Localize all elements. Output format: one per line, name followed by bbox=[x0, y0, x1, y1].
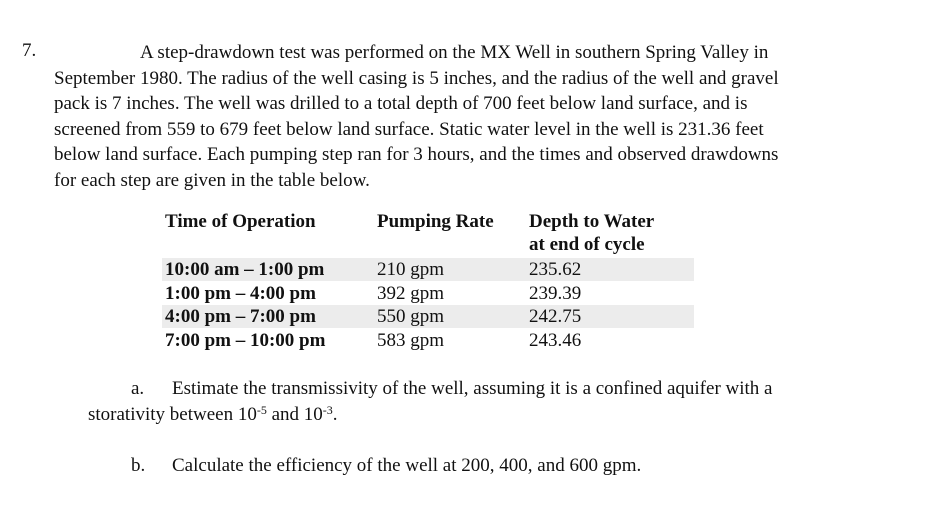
part-a-text-post: . bbox=[332, 404, 338, 425]
table-row: 7:00 pm – 10:00 pm 583 gpm 243.46 bbox=[0, 329, 936, 353]
header-pumping-rate: Pumping Rate bbox=[377, 211, 494, 232]
question-number: 7. bbox=[22, 40, 37, 61]
cell-depth: 235.62 bbox=[529, 259, 582, 280]
cell-time: 4:00 pm – 7:00 pm bbox=[165, 306, 316, 327]
cell-rate: 550 gpm bbox=[377, 306, 445, 327]
part-a-text: Estimate the transmissivity of the well,… bbox=[172, 378, 773, 399]
header-time-of-operation: Time of Operation bbox=[165, 211, 316, 232]
part-b-label: b. bbox=[131, 455, 146, 476]
cell-time: 7:00 pm – 10:00 pm bbox=[165, 329, 326, 351]
cell-rate: 392 gpm bbox=[377, 282, 445, 304]
part-b-text: Calculate the efficiency of the well at … bbox=[172, 455, 642, 476]
header-depth-line1: Depth to Water bbox=[529, 211, 655, 232]
paragraph-line: A step-drawdown test was performed on th… bbox=[140, 42, 769, 63]
part-a-continuation: storativity between 10-5 and 10-3. bbox=[88, 404, 338, 426]
cell-depth: 243.46 bbox=[529, 329, 582, 351]
exponent: -5 bbox=[256, 403, 267, 417]
part-a-text-pre: storativity between 10 bbox=[88, 404, 257, 425]
cell-depth: 242.75 bbox=[529, 306, 582, 327]
exponent: -3 bbox=[322, 403, 333, 417]
cell-rate: 210 gpm bbox=[377, 259, 445, 280]
part-a-text-mid: and 10 bbox=[266, 404, 323, 425]
paragraph-line: screened from 559 to 679 feet below land… bbox=[54, 118, 764, 140]
paragraph-line: below land surface. Each pumping step ra… bbox=[54, 144, 779, 166]
paragraph-line: pack is 7 inches. The well was drilled t… bbox=[54, 93, 748, 115]
cell-time: 10:00 am – 1:00 pm bbox=[165, 259, 325, 280]
table-row: 10:00 am – 1:00 pm 210 gpm 235.62 bbox=[0, 258, 936, 282]
cell-depth: 239.39 bbox=[529, 282, 582, 304]
table-row: 1:00 pm – 4:00 pm 392 gpm 239.39 bbox=[0, 282, 936, 306]
header-depth-line2: at end of cycle bbox=[529, 233, 645, 255]
paragraph-line: September 1980. The radius of the well c… bbox=[54, 67, 779, 89]
question-paragraph: A step-drawdown test was performed on th… bbox=[54, 40, 854, 194]
part-a-label: a. bbox=[131, 378, 145, 399]
table-row-stripe bbox=[162, 258, 694, 281]
table-row: 4:00 pm – 7:00 pm 550 gpm 242.75 bbox=[0, 305, 936, 329]
table-row-stripe bbox=[162, 305, 694, 328]
paragraph-line: for each step are given in the table bel… bbox=[54, 169, 370, 191]
cell-time: 1:00 pm – 4:00 pm bbox=[165, 282, 316, 304]
cell-rate: 583 gpm bbox=[377, 329, 445, 351]
header-depth-to-water: Depth to Water at end of cycle bbox=[529, 211, 654, 256]
